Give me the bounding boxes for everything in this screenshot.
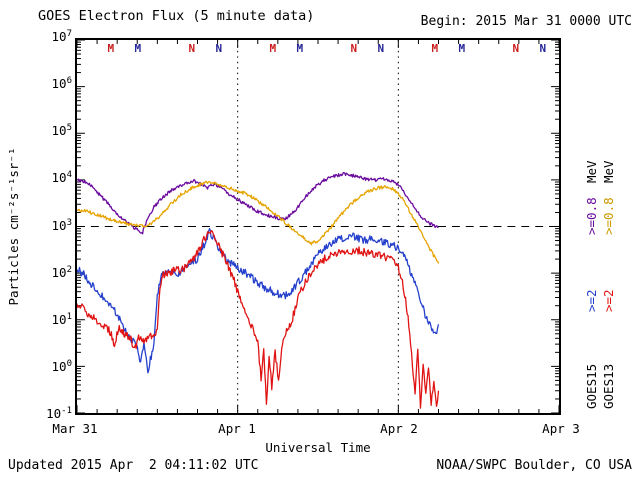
legend-goes13-ge08: >=0.8 — [601, 197, 616, 235]
plot-canvas — [77, 40, 559, 413]
trace-goes13-2-mev — [77, 230, 440, 409]
x-tick-label: Apr 1 — [218, 421, 256, 436]
y-tick-label: 107 — [51, 29, 72, 45]
trace-goes15-0-8-mev — [77, 171, 439, 235]
y-tick-label: 102 — [51, 264, 72, 280]
y-tick-label: 106 — [51, 76, 72, 92]
source-attribution: NOAA/SWPC Boulder, CO USA — [436, 458, 632, 473]
legend-goes15: GOES15 >=2 >=0.8 MeV — [584, 38, 600, 415]
legend-goes13-satellite: GOES13 — [601, 363, 616, 409]
trace-goes15-2-mev — [77, 227, 440, 374]
x-tick-label: Apr 3 — [542, 421, 580, 436]
y-tick-label: 100 — [51, 358, 72, 375]
legend-goes15-satellite: GOES15 — [584, 363, 599, 409]
legend-goes13: GOES13 >=2 >=0.8 MeV — [601, 38, 617, 415]
begin-time-label: Begin: 2015 Mar 31 0000 UTC — [420, 14, 632, 29]
y-tick-label: 10-1 — [46, 406, 72, 422]
y-tick-label: 103 — [51, 217, 72, 233]
legend-goes15-unit: MeV — [584, 160, 599, 183]
y-tick-label: 105 — [51, 123, 72, 139]
y-tick-label: 104 — [51, 170, 72, 186]
y-axis-tick-labels: 107 106 105 104 103 102 101 100 10-1 — [22, 0, 72, 480]
y-tick-label: 101 — [51, 311, 72, 327]
legend-goes13-ge2: >=2 — [601, 289, 616, 312]
legend-goes15-ge2: >=2 — [584, 289, 599, 312]
chart-title: GOES Electron Flux (5 minute data) — [38, 8, 315, 24]
x-axis-label: Universal Time — [265, 440, 371, 455]
y-axis-label: Particles cm⁻²s⁻¹sr⁻¹ — [6, 147, 21, 306]
legend-goes15-ge08: >=0.8 — [584, 197, 599, 235]
x-tick-label: Apr 2 — [380, 421, 418, 436]
legend-goes13-unit: MeV — [601, 160, 616, 183]
updated-timestamp: Updated 2015 Apr 2 04:11:02 UTC — [8, 458, 259, 473]
trace-goes13-0-8-mev — [77, 180, 440, 264]
